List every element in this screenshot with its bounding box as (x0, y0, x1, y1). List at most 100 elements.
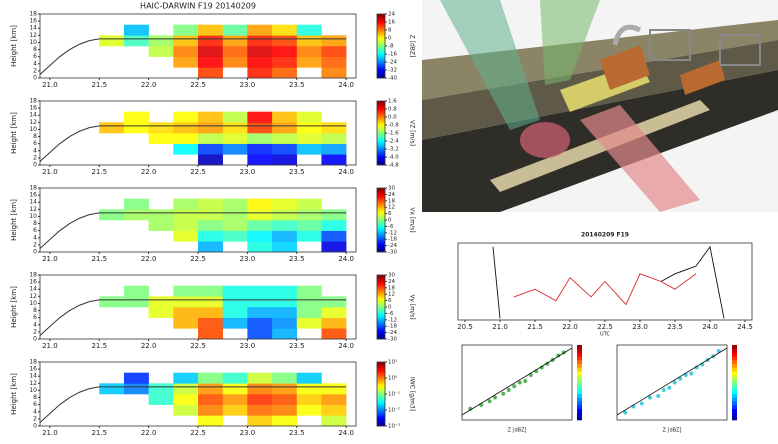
y-tick-label: 12 (29, 119, 37, 126)
heat-cell (223, 231, 248, 242)
colorbar-segment (377, 400, 385, 402)
heat-cell (272, 231, 297, 242)
heat-cell (297, 133, 322, 144)
y-tick-label: 8 (33, 220, 37, 227)
heat-cell (198, 35, 223, 46)
heat-cell (149, 307, 174, 318)
colorbar-segment (732, 409, 737, 413)
heat-cell (321, 383, 346, 394)
chart-title: 20140209 F19 (581, 232, 629, 239)
x-tick-label: 21.5 (527, 323, 543, 331)
heat-cell (272, 199, 297, 210)
scatter-point (667, 386, 671, 390)
heat-cell (99, 296, 124, 307)
heat-cell (247, 220, 272, 231)
heat-cell (173, 405, 198, 416)
heat-cell (321, 46, 346, 57)
colorbar-segment (377, 155, 385, 157)
y-tick-label: 2 (33, 67, 37, 74)
colorbar-segment (732, 371, 737, 375)
colorbar-segment (377, 44, 385, 46)
colorbar-segment (377, 107, 385, 109)
y-tick-label: 18 (29, 98, 37, 105)
heat-cell (223, 112, 248, 123)
colorbar-segment (377, 319, 385, 321)
heat-cell (173, 307, 198, 318)
colorbar-segment (377, 230, 385, 232)
colorbar-segment (377, 327, 385, 329)
y-tick-label: 12 (29, 32, 37, 39)
colorbar-segment (732, 416, 737, 420)
heat-cell (149, 46, 174, 57)
colorbar-segment (577, 368, 582, 372)
colorbar-segment (377, 52, 385, 54)
heat-cell (173, 46, 198, 57)
heat-cell (124, 383, 149, 394)
y-tick-label: 8 (33, 394, 37, 401)
colorbar-segment (577, 353, 582, 357)
heat-cell (198, 373, 223, 384)
heat-cell (198, 25, 223, 36)
y-tick-label: 18 (29, 272, 37, 279)
heat-cell (247, 328, 272, 339)
colorbar-segment (377, 295, 385, 297)
colorbar-segment (377, 74, 385, 76)
heat-cell (149, 220, 174, 231)
colorbar-segment (377, 236, 385, 238)
colorbar-segment (377, 159, 385, 161)
heat-cell (173, 122, 198, 133)
heat-cell (198, 133, 223, 144)
colorbar-tick-label: -32 (388, 68, 397, 74)
heat-cell (272, 307, 297, 318)
colorbar-segment (377, 315, 385, 317)
x-tick-label: 24.5 (737, 323, 753, 331)
scatter-point (662, 388, 666, 392)
heat-cell (297, 318, 322, 329)
colorbar-segment (377, 414, 385, 416)
colorbar-segment (377, 54, 385, 56)
colorbar-segment (377, 115, 385, 117)
colorbar-segment (377, 388, 385, 390)
heat-cell (149, 209, 174, 220)
colorbar-label: Vy [m/s] (409, 294, 416, 319)
heat-cell (99, 122, 124, 133)
y-tick-label: 8 (33, 46, 37, 53)
instrument-render (422, 0, 778, 212)
colorbar-tick-label: -16 (388, 52, 397, 58)
colorbar-segment (377, 279, 385, 281)
heat-cell (297, 209, 322, 220)
x-tick-label: 22.5 (190, 81, 206, 89)
heat-cell (247, 415, 272, 426)
colorbar-segment (377, 64, 385, 66)
y-axis-label: Height [km] (10, 25, 18, 67)
colorbar-segment (377, 406, 385, 408)
x-tick-label: 22.0 (141, 342, 157, 350)
colorbar-segment (732, 368, 737, 372)
colorbar-segment (377, 70, 385, 72)
colorbar-segment (377, 216, 385, 218)
colorbar-segment (377, 62, 385, 64)
heat-cell (297, 231, 322, 242)
heat-cell (198, 112, 223, 123)
colorbar-tick-label: -6 (388, 224, 394, 230)
colorbar-segment (377, 30, 385, 32)
colorbar-segment (377, 384, 385, 386)
colorbar-segment (377, 224, 385, 226)
chart-title: HAIC-DARWIN F19 20140209 (140, 2, 256, 11)
heat-cell (223, 25, 248, 36)
y-axis-label: Height [km] (10, 199, 18, 241)
heat-cell (272, 296, 297, 307)
x-tick-label: 22.0 (141, 168, 157, 176)
y-tick-label: 8 (33, 133, 37, 140)
colorbar-segment (732, 345, 737, 349)
heat-cell (297, 307, 322, 318)
colorbar-tick-label: -24 (388, 243, 397, 249)
colorbar-segment (377, 331, 385, 333)
y-tick-label: 2 (33, 241, 37, 248)
heat-cell (272, 220, 297, 231)
colorbar-segment (577, 413, 582, 417)
x-tick-label: 21.5 (91, 255, 107, 263)
colorbar-segment (377, 143, 385, 145)
heat-cell (247, 394, 272, 405)
colorbar-tick-label: 6 (388, 211, 392, 217)
